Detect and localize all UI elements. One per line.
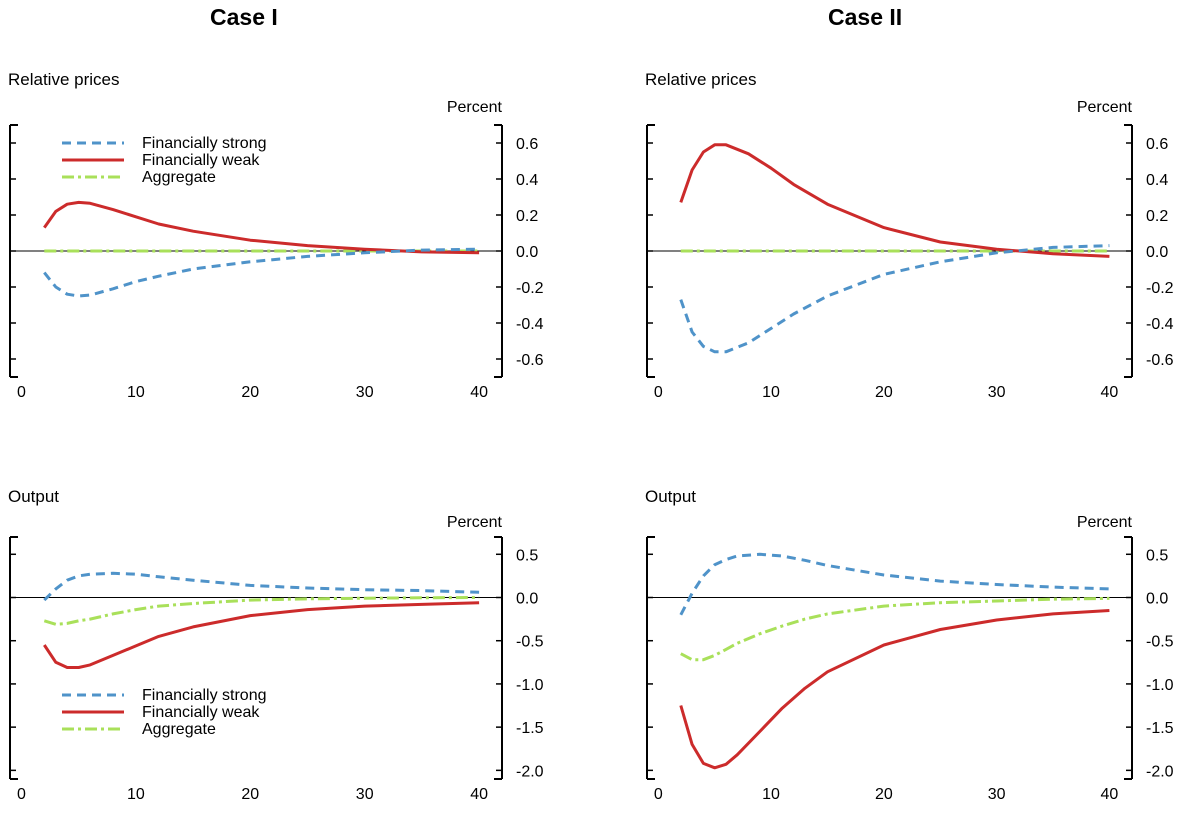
y-tick-label: 0.5	[1146, 547, 1168, 564]
x-tick-label: 40	[470, 384, 488, 400]
y-tick-label: -0.2	[516, 280, 544, 297]
series-line-financially-strong	[43, 247, 480, 298]
y-tick-label: -0.4	[516, 316, 544, 333]
legend-label: Financially weak	[142, 704, 260, 721]
y-tick-label: 0.0	[1146, 591, 1168, 608]
y-tick-label: -0.2	[1146, 280, 1174, 297]
x-tick-label: 20	[875, 786, 893, 803]
chart-panel-case1-prices: Relative prices Percent 0.6 0.4 0.2 0.0 -0.2 -…	[0, 70, 590, 400]
x-tick-label: 10	[127, 384, 145, 400]
panel-title: Output	[645, 487, 697, 506]
y-tick-label: -0.5	[516, 634, 544, 651]
x-tick-label: 20	[241, 384, 259, 400]
y-tick-label: -2.0	[1146, 763, 1174, 780]
y-tick-label: 0.0	[516, 591, 538, 608]
panel-title: Output	[8, 487, 60, 506]
panel-title: Relative prices	[8, 70, 120, 89]
chart-panel-case2-output: Output Percent 0.5 0.0 -0.5 -1.0 -1.5 -2.0 0 10 2…	[637, 487, 1195, 817]
y-tick-label: 0.6	[516, 136, 538, 153]
series-line-financially-weak	[679, 143, 1110, 258]
y-tick-label: 0.6	[1146, 136, 1168, 153]
y-tick-label: -1.5	[1146, 720, 1174, 737]
y-tick-label: 0.4	[1146, 172, 1168, 189]
y-tick-label: -0.6	[1146, 352, 1174, 369]
y-tick-label: 0.4	[516, 172, 538, 189]
x-tick-label: 10	[762, 384, 780, 400]
legend-label: Financially strong	[142, 135, 267, 152]
chart-panel-case1-output: Output Percent 0.5 0.0 -0.5 -1.0 -1.5 -2.0 0 10 2…	[0, 487, 590, 817]
x-tick-label: 0	[17, 384, 26, 400]
y-tick-label: -0.6	[516, 352, 544, 369]
chart-svg: Percent 0.5 0.0 -0.5 -1.0 -1.5 -2.0 0 10 20 30 40	[646, 514, 1174, 803]
y-tick-label: 0.2	[1146, 208, 1168, 225]
chart-svg: Percent 0.6 0.4 0.2 0.0 -0.2 -0.4 -0.6 0 10 20 30 40…	[9, 99, 544, 400]
series-line-financially-weak	[43, 601, 480, 669]
series-line-financially-weak	[43, 200, 480, 255]
x-tick-label: 10	[127, 786, 145, 803]
legend-label: Financially weak	[142, 152, 260, 169]
x-tick-label: 30	[356, 384, 374, 400]
series-line-financially-strong	[679, 244, 1110, 354]
unit-label: Percent	[447, 514, 503, 531]
unit-label: Percent	[1077, 99, 1133, 116]
x-tick-label: 30	[356, 786, 374, 803]
y-tick-label: 0.0	[1146, 244, 1168, 261]
x-tick-label: 40	[1101, 384, 1119, 400]
y-tick-label: -1.5	[516, 720, 544, 737]
series-line-aggregate	[680, 596, 1110, 662]
y-tick-label: -0.4	[1146, 316, 1174, 333]
legend-label: Financially strong	[142, 687, 267, 704]
y-tick-label: 0.5	[516, 547, 538, 564]
legend-label: Aggregate	[142, 169, 216, 186]
y-tick-label: -0.5	[1146, 634, 1174, 651]
case-title-right: Case II	[828, 4, 903, 30]
unit-label: Percent	[447, 99, 503, 116]
x-tick-label: 20	[241, 786, 259, 803]
legend-label: Aggregate	[142, 721, 216, 738]
panel-title: Relative prices	[645, 70, 757, 89]
x-tick-label: 0	[17, 786, 26, 803]
case-title-left: Case I	[210, 4, 278, 30]
series-line-financially-strong	[43, 571, 480, 602]
series-line-financially-strong	[679, 552, 1110, 616]
y-tick-label: -1.0	[1146, 677, 1174, 694]
x-tick-label: 0	[654, 786, 663, 803]
y-tick-label: 0.2	[516, 208, 538, 225]
chart-svg: Percent 0.5 0.0 -0.5 -1.0 -1.5 -2.0 0 10 20 30 40 Fi…	[9, 514, 544, 803]
series-line-financially-weak	[679, 609, 1110, 770]
x-tick-label: 30	[988, 384, 1006, 400]
x-tick-label: 10	[762, 786, 780, 803]
x-tick-label: 40	[470, 786, 488, 803]
chart-svg: Percent 0.6 0.4 0.2 0.0 -0.2 -0.4 -0.6 0 10 20 30 40	[646, 99, 1174, 400]
x-tick-label: 30	[988, 786, 1006, 803]
y-tick-label: -2.0	[516, 763, 544, 780]
y-tick-label: -1.0	[516, 677, 544, 694]
y-tick-label: 0.0	[516, 244, 538, 261]
unit-label: Percent	[1077, 514, 1133, 531]
chart-panel-case2-prices: Relative prices Percent 0.6 0.4 0.2 0.0 -0.2 -…	[637, 70, 1195, 400]
x-tick-label: 0	[654, 384, 663, 400]
x-tick-label: 40	[1101, 786, 1119, 803]
x-tick-label: 20	[875, 384, 893, 400]
series-line-aggregate	[43, 596, 480, 626]
